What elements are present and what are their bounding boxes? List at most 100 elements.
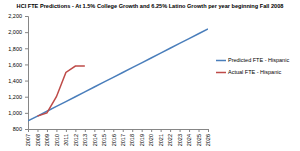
x-tick: 2022 [167, 129, 173, 146]
y-tick: 1,000 [8, 110, 28, 116]
x-tick-mark [123, 129, 124, 132]
x-tick-mark [151, 129, 152, 132]
y-tick: 2,000 [8, 29, 28, 35]
y-tick: 1,200 [8, 94, 28, 100]
y-tick-mark [25, 16, 28, 17]
x-tick: 2010 [54, 129, 60, 146]
x-tick: 2017 [120, 129, 126, 146]
title: HCI FTE Predictions - At 1.5% College Gr… [17, 3, 284, 9]
x-tick-label: 2021 [158, 134, 164, 146]
x-tick-label: 2016 [111, 134, 117, 146]
x-tick-label: 2020 [148, 134, 154, 146]
legend-entry: Actual FTE - Hispanic [216, 69, 281, 75]
x-tick-label: 2012 [73, 134, 79, 146]
y-tick-mark [25, 113, 28, 114]
x-tick: 2009 [44, 129, 50, 146]
x-tick-mark [75, 129, 76, 132]
y-tick-label: 1,600 [8, 62, 22, 68]
y-tick-mark [25, 64, 28, 65]
x-tick-mark [208, 129, 209, 132]
x-tick-mark [189, 129, 190, 132]
x-tick-label: 2022 [167, 134, 173, 146]
y-tick: 2,200 [8, 13, 28, 19]
x-tick: 2007 [25, 129, 31, 146]
x-tick-mark [142, 129, 143, 132]
legend: Predicted FTE - Hispanic Actual FTE - His… [216, 57, 289, 75]
x-tick: 2021 [158, 129, 164, 146]
series-line [28, 29, 208, 121]
y-tick: 1,400 [8, 78, 28, 84]
x-tick-label: 2018 [129, 134, 135, 146]
y-axis-line [25, 17, 29, 130]
y-tick-mark [25, 32, 28, 33]
x-tick-label: 2009 [44, 134, 50, 146]
x-tick-label: 2014 [92, 134, 98, 146]
x-tick-mark [180, 129, 181, 132]
series-group [28, 29, 208, 121]
plot: 2007 20082009 20102011 20122013 20142015 2016… [8, 13, 211, 146]
x-tick: 2012 [73, 129, 79, 146]
y-tick-label: 1,200 [8, 94, 22, 100]
x-axis-line [29, 130, 209, 133]
y-tick-label: 2,000 [8, 29, 22, 35]
x-tick-label: 2010 [54, 134, 60, 146]
x-tick-label: 2023 [177, 134, 183, 146]
y-tick-mark [25, 48, 28, 49]
y-axis: 800 1,000 1,200 1,400 1,600 1,800 2,000 2,200 [8, 13, 28, 132]
y-tick: 1,600 [8, 62, 28, 68]
x-tick: 2020 [148, 129, 154, 146]
y-tick-label: 2,200 [8, 13, 22, 19]
x-tick-mark [161, 129, 162, 132]
x-tick: 2013 [82, 129, 88, 146]
legend-entry: Predicted FTE - Hispanic [216, 57, 289, 63]
x-tick-mark [199, 129, 200, 132]
x-tick-label: 2011 [63, 134, 69, 146]
x-tick-mark [56, 129, 57, 132]
y-tick: 1,800 [8, 46, 28, 52]
x-tick-label: 2007 [25, 134, 31, 146]
x-tick: 2018 [129, 129, 135, 146]
x-tick-label: 2019 [139, 134, 145, 146]
x-tick-mark [170, 129, 171, 132]
legend-swatch [216, 72, 226, 74]
x-tick-mark [132, 129, 133, 132]
x-tick-label: 2008 [35, 134, 41, 146]
chart: HCI FTE Predictions - At 1.5% College Gr… [0, 0, 300, 151]
x-tick-label: 2024 [186, 134, 192, 146]
legend-label: Actual FTE - Hispanic [228, 69, 281, 75]
x-tick-mark [85, 129, 86, 132]
x-axis: 2007 20082009 20102011 20122013 20142015 2016… [25, 129, 211, 146]
x-tick-label: 2026 [205, 134, 211, 146]
x-tick: 2023 [177, 129, 183, 146]
y-tick-label: 1,000 [8, 110, 22, 116]
x-tick: 2016 [111, 129, 117, 146]
y-tick-mark [25, 81, 28, 82]
series-line [37, 66, 84, 116]
y-tick-mark [25, 129, 28, 130]
y-tick: 800 [13, 126, 28, 132]
legend-swatch [216, 60, 226, 62]
x-tick-label: 2015 [101, 134, 107, 146]
x-tick: 2015 [101, 129, 107, 146]
x-tick-mark [66, 129, 67, 132]
x-tick: 2025 [196, 129, 202, 146]
legend-label: Predicted FTE - Hispanic [228, 57, 289, 63]
y-tick-label: 1,800 [8, 46, 22, 52]
x-tick: 2024 [186, 129, 192, 146]
x-tick: 2026 [205, 129, 211, 146]
x-tick-mark [47, 129, 48, 132]
x-tick: 2014 [92, 129, 98, 146]
x-tick-label: 2017 [120, 134, 126, 146]
y-tick-mark [25, 97, 28, 98]
x-tick-label: 2025 [196, 134, 202, 146]
x-tick: 2008 [35, 129, 41, 146]
y-tick-label: 800 [13, 126, 22, 132]
x-tick-mark [113, 129, 114, 132]
x-tick: 2011 [63, 129, 69, 146]
x-tick-label: 2013 [82, 134, 88, 146]
x-tick-mark [94, 129, 95, 132]
y-tick-label: 1,400 [8, 78, 22, 84]
x-tick-mark [104, 129, 105, 132]
x-tick: 2019 [139, 129, 145, 146]
x-tick-mark [37, 129, 38, 132]
